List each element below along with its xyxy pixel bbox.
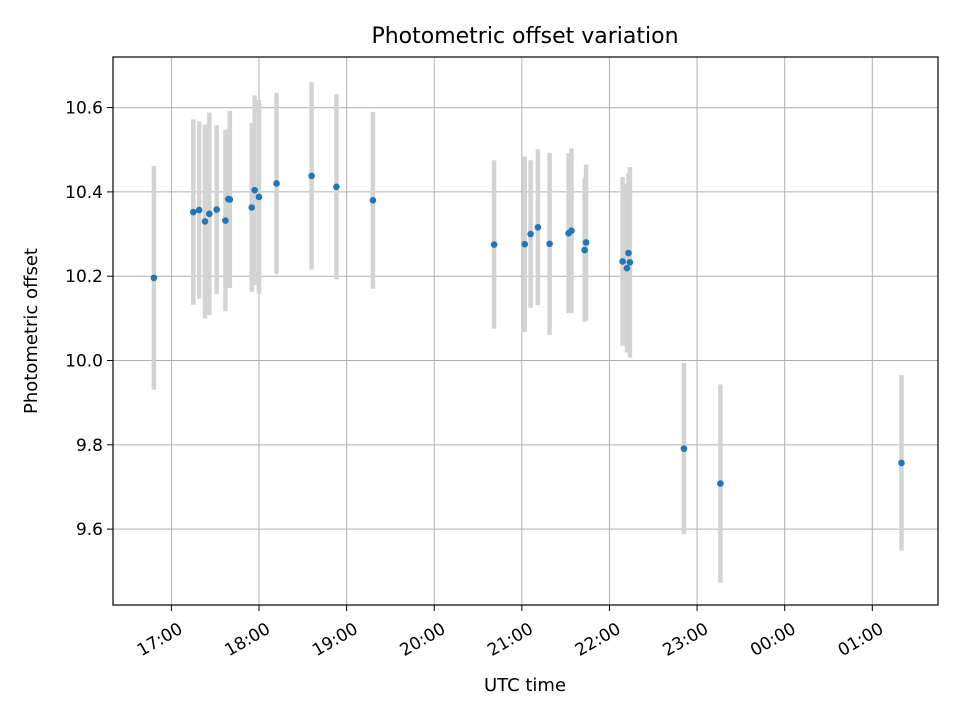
- y-tick-label: 10.4: [65, 183, 103, 203]
- data-point: [201, 218, 209, 225]
- chart-title: Photometric offset variation: [371, 24, 678, 49]
- data-point: [625, 249, 632, 257]
- x-axis-label: UTC time: [484, 675, 566, 696]
- data-point: [582, 239, 590, 246]
- y-axis-label: Photometric offset: [21, 248, 42, 414]
- y-tick-label: 10.0: [65, 352, 103, 372]
- data-point: [369, 197, 377, 204]
- data-point: [251, 186, 258, 194]
- data-point: [898, 459, 905, 467]
- data-point: [248, 204, 256, 211]
- data-point: [190, 208, 197, 216]
- data-point: [527, 230, 534, 238]
- data-point: [568, 227, 575, 234]
- data-point: [680, 445, 688, 452]
- y-tick-label: 9.6: [76, 520, 103, 540]
- data-point: [490, 241, 498, 248]
- y-axis: 9.6 9.8 10.0 10.2 10.4 10.6: [65, 99, 113, 540]
- data-point: [308, 172, 315, 180]
- data-point: [222, 217, 229, 224]
- data-point: [619, 258, 626, 265]
- data-point: [581, 246, 588, 254]
- data-point: [195, 206, 203, 214]
- data-point: [333, 183, 340, 191]
- data-point: [534, 224, 542, 231]
- y-tick-label: 10.6: [65, 99, 103, 119]
- plot-frame: [112, 56, 939, 606]
- data-point: [150, 274, 158, 282]
- data-point: [626, 258, 634, 266]
- data-point: [521, 240, 529, 248]
- data-point: [226, 196, 234, 203]
- data-point: [255, 193, 263, 201]
- points: [150, 172, 905, 487]
- data-point: [273, 180, 280, 187]
- y-tick-label: 10.2: [65, 267, 103, 287]
- y-tick-label: 9.8: [76, 436, 103, 456]
- data-point: [213, 206, 220, 213]
- data-point: [623, 264, 631, 272]
- data-point: [206, 210, 213, 218]
- data-point: [546, 240, 553, 248]
- data-point: [717, 480, 724, 487]
